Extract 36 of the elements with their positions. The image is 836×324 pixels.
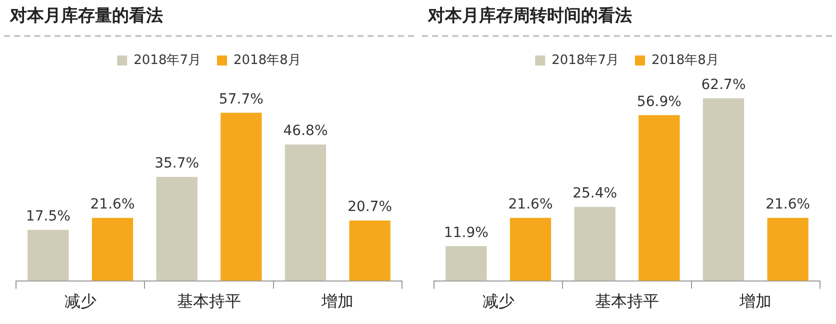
data-label: 21.6% (90, 196, 135, 213)
data-label: 21.6% (766, 196, 810, 213)
bar (767, 218, 808, 281)
x-tick-label: 基本持平 (177, 292, 241, 311)
x-tick-label: 增加 (320, 292, 354, 311)
x-tick-label: 基本持平 (595, 292, 659, 311)
legend-label: 2018年7月 (134, 52, 202, 68)
bar (284, 144, 326, 281)
legend-label: 2018年7月 (552, 52, 620, 68)
data-label: 57.7% (218, 91, 264, 108)
bar (574, 206, 616, 281)
bar (349, 220, 390, 281)
data-label: 17.5% (26, 208, 70, 224)
data-label: 25.4% (572, 185, 618, 202)
bar (446, 246, 487, 281)
x-tick-label: 减少 (482, 292, 514, 311)
bar (220, 112, 262, 281)
x-tick-label: 增加 (738, 292, 772, 311)
data-label: 21.6% (508, 196, 553, 213)
bar (156, 176, 198, 281)
bar (702, 98, 744, 281)
chart-title: 对本月库存量的看法 (10, 5, 163, 27)
data-label: 20.7% (348, 199, 392, 216)
legend-label: 2018年8月 (234, 52, 301, 68)
legend-label: 2018年8月 (652, 52, 719, 68)
data-label: 62.7% (701, 76, 746, 93)
data-label: 35.7% (154, 156, 200, 172)
bar (92, 218, 134, 281)
data-label: 11.9% (444, 224, 488, 241)
bar (510, 218, 552, 281)
data-label: 46.8% (283, 123, 328, 140)
x-tick-label: 减少 (64, 292, 96, 311)
bar (638, 115, 680, 281)
data-label: 56.9% (636, 94, 682, 110)
chart-title: 对本月库存周转时间的看法 (428, 5, 632, 27)
bar (28, 230, 69, 281)
